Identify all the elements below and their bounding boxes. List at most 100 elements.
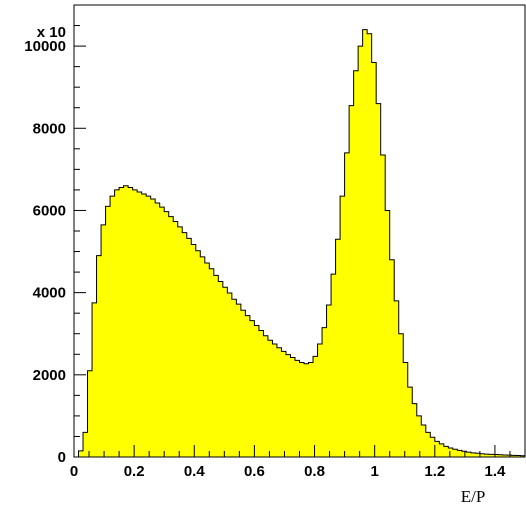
histogram-bin [285,354,291,457]
histogram-bin [475,453,481,457]
histogram-bin [515,455,521,457]
histogram-bin [506,455,512,457]
x-tick-label: 1 [370,463,378,480]
histogram-bin [87,370,93,457]
histogram-bin [272,344,278,457]
histogram-bin [349,105,355,457]
histogram-bin [245,315,251,457]
histogram-bin [290,357,296,457]
x-tick-label: 0.6 [244,463,265,480]
histogram-bin [146,196,152,457]
histogram-bin [254,325,260,457]
y-axis: 0 2000 4000 6000 8000 10000 [24,4,86,466]
histogram-bin [308,362,314,457]
histogram-bin [367,33,373,457]
histogram-bin [425,432,431,457]
histogram-bin [159,207,165,457]
histogram-bin [344,152,350,457]
histogram-bin [101,224,106,457]
histogram-bin [326,304,332,457]
histogram-bin [105,206,111,457]
x-tick-label: 0.8 [304,463,325,480]
histogram-bin [376,103,382,458]
histogram-bin [439,443,445,457]
y-tick-label: 2000 [33,367,66,384]
histogram-bin [299,362,305,457]
histogram-bin [412,403,418,457]
y-multiplier-label: x 10 [37,24,66,41]
histogram-bin [267,340,273,457]
histogram-bin [231,299,237,457]
histogram-bin [182,232,188,457]
histogram-bin [276,347,282,457]
x-axis-title: E/P [461,487,486,506]
x-tick-label: 1.2 [424,463,445,480]
histogram-bin [358,46,364,457]
histogram-bin [249,320,255,457]
histogram-bin [313,356,318,457]
histogram-bin [141,194,147,457]
histogram-bin [416,415,422,457]
histogram-bin [380,154,386,457]
histogram-bin [128,187,134,457]
histogram-bin [110,196,115,457]
x-tick-label: 0 [70,463,78,480]
histogram-bin [443,446,449,457]
histogram-bin [407,387,413,457]
histogram-bars [78,29,526,458]
histogram-bin [200,256,206,457]
histogram-bin [502,454,508,457]
y-tick-label: 10000 [24,38,66,55]
histogram-bin [520,455,526,457]
histogram-bin [511,455,517,457]
y-tick-label: 6000 [33,202,66,219]
histogram-bin [371,62,377,457]
histogram-bin [218,281,224,457]
histogram-bin [389,259,395,457]
histogram-bin [479,453,485,457]
histogram-bin [168,216,174,457]
histogram-bin [488,454,494,457]
histogram-bin [493,454,499,457]
histogram-bin [430,437,436,457]
histogram-bin [164,211,170,457]
histogram-bin [281,351,287,457]
histogram-bin [335,239,341,457]
histogram-bin [353,70,359,457]
histogram-bin [78,450,84,457]
histogram-bin [119,187,125,457]
histogram-bin [385,210,391,457]
histogram-bin [92,302,97,457]
histogram-bin [394,300,400,457]
histogram-bin [434,441,440,457]
histogram-bin [209,268,215,457]
histogram-bin [317,344,323,457]
histogram-bin [191,244,197,457]
histogram-bin [173,221,179,457]
x-tick-label: 0.4 [184,463,206,480]
histogram-bin [227,293,233,457]
y-tick-label: 0 [58,449,66,466]
histogram-bin [421,424,427,457]
histogram-bin [240,310,246,457]
histogram-bin [213,275,219,457]
x-tick-label: 1.4 [485,463,507,480]
x-tick-label: 0.2 [124,463,145,480]
histogram-bin [466,452,472,457]
histogram-bin [448,447,454,457]
histogram-bin [403,362,409,457]
histogram-bin [114,189,120,457]
histogram-bin [186,238,192,457]
histogram-bin [457,450,463,457]
histogram-bin [123,185,129,458]
histogram-bin [132,189,138,457]
histogram-bin [222,287,228,457]
y-tick-label: 4000 [33,285,66,302]
histogram-bin [150,198,156,457]
histogram-bin [304,363,309,457]
histogram-bin [331,274,336,457]
y-tick-label: 8000 [33,120,66,137]
histogram-bin [398,333,404,457]
histogram-bin [452,449,458,457]
